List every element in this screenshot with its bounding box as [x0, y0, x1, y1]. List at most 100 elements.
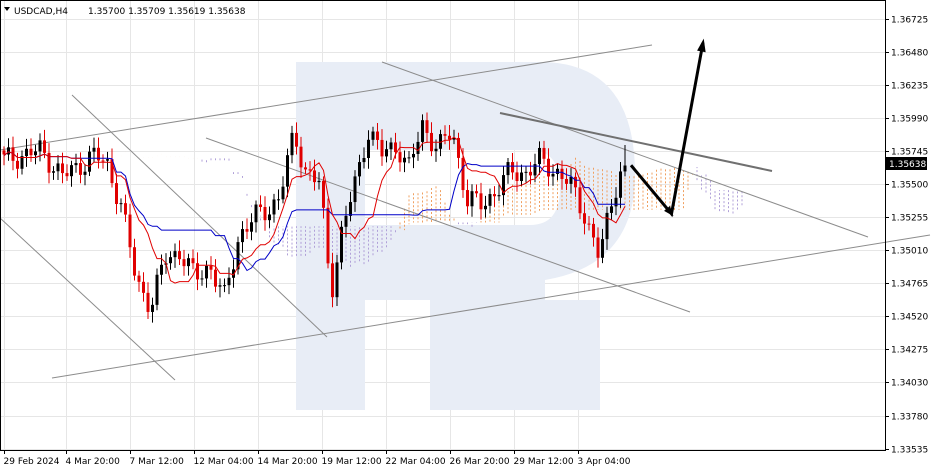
price-tick-label: 1.35255 [891, 214, 928, 224]
candle-body [74, 163, 78, 166]
candle-body [83, 171, 87, 175]
time-tick-label: 7 Mar 12:00 [130, 457, 185, 467]
price-tick-label: 1.34520 [891, 313, 928, 323]
candle-body [295, 132, 298, 147]
candle-body [169, 257, 172, 264]
plot-border [0, 0, 886, 451]
candle-body [155, 274, 159, 305]
kijun-line [3, 151, 625, 272]
candle-body [466, 190, 469, 207]
candle-body [443, 134, 447, 136]
candle-body [290, 132, 294, 156]
candle-body [191, 258, 195, 264]
candle-body [556, 168, 559, 174]
price-tick-label: 1.36480 [891, 49, 928, 59]
candle-body [533, 164, 537, 176]
candle-body [178, 251, 181, 260]
candle-body [470, 191, 474, 207]
candle-body [326, 207, 330, 264]
candle-body [601, 239, 604, 258]
candle-body [308, 169, 312, 171]
time-axis: 29 Feb 2024 4 Mar 20:00 7 Mar 12:00 12 Mar … [4, 450, 631, 467]
price-tick-label: 1.34275 [891, 346, 928, 356]
candle-body [133, 247, 136, 276]
candle-body [313, 170, 316, 183]
candle-body [142, 281, 145, 293]
time-tick-label: 4 Mar 20:00 [66, 457, 121, 467]
candle-body [205, 265, 208, 279]
candle-body [34, 151, 37, 156]
candle-body [538, 147, 541, 165]
candle-body [439, 134, 442, 149]
candle-body [263, 207, 267, 221]
price-tick-label: 1.36725 [891, 16, 928, 26]
candle-body [88, 151, 91, 172]
candle-body [511, 162, 514, 173]
candle-body [61, 163, 64, 174]
time-tick-label: 26 Mar 20:00 [450, 457, 510, 467]
candle-body [385, 149, 388, 157]
candle-body [502, 175, 505, 196]
candle-body [596, 237, 600, 258]
candle-body [434, 148, 438, 152]
candle-body [520, 172, 523, 182]
trendline [0, 44, 653, 151]
candle-body [304, 167, 307, 170]
candle-body [268, 214, 271, 221]
candle-body [389, 142, 393, 150]
candle-body [484, 205, 487, 210]
candle-body [488, 194, 492, 206]
time-tick-label: 22 Mar 04:00 [386, 457, 446, 467]
price-tick-label: 1.35990 [891, 115, 928, 125]
candle-body [619, 171, 622, 198]
candle-body [592, 223, 595, 238]
time-tick-label: 29 Mar 12:00 [514, 457, 574, 467]
dropdown-triangle-icon[interactable] [4, 7, 10, 11]
candle-body [106, 159, 109, 161]
price-tick-label: 1.34765 [891, 280, 928, 290]
candle-body [200, 278, 204, 280]
ohlc-values: 1.35700 1.35709 1.35619 1.35638 [88, 7, 246, 17]
candle-body [277, 199, 280, 201]
candle-body [115, 183, 118, 204]
candle-body [322, 180, 325, 208]
candle-body [380, 139, 384, 157]
candle-body [101, 160, 105, 162]
forecast-arrow [629, 38, 706, 218]
price-tick-label: 1.35745 [891, 148, 928, 158]
time-tick-label: 12 Mar 04:00 [194, 457, 254, 467]
price-axis: 1.36725 1.36480 1.36235 1.35990 1.35745 1.355… [885, 16, 928, 456]
candle-body [376, 131, 379, 140]
price-tick-label: 1.36235 [891, 82, 928, 92]
candle-body [47, 152, 51, 173]
candle-body [11, 147, 15, 161]
candle-body [128, 214, 132, 248]
candle-body [160, 264, 163, 275]
candle-body [92, 147, 96, 152]
candle-body [196, 263, 199, 280]
candle-body [353, 176, 357, 203]
candle-body [281, 186, 285, 200]
candle-body [317, 180, 321, 183]
watermark-logo [296, 62, 635, 410]
candle-body [2, 150, 6, 155]
time-tick-label: 3 Apr 04:00 [578, 457, 631, 467]
candle-body [250, 222, 253, 232]
candle-body [529, 171, 532, 176]
candle-body [605, 212, 609, 240]
candle-body [349, 202, 352, 216]
ichimoku-lines [3, 136, 626, 284]
candle-body [25, 148, 28, 157]
forecast-arrowhead [697, 38, 706, 53]
candle-body [182, 259, 186, 267]
candle-body [340, 226, 343, 263]
price-tick-label: 1.35500 [891, 181, 928, 191]
forecast-arrowhead-down [664, 205, 674, 217]
candle-body [344, 215, 348, 227]
tenkan-line [3, 136, 626, 284]
candle-body [151, 304, 154, 312]
candle-body [623, 165, 627, 172]
symbol-label: USDCAD,H4 [14, 7, 68, 17]
candle-body [560, 168, 564, 179]
